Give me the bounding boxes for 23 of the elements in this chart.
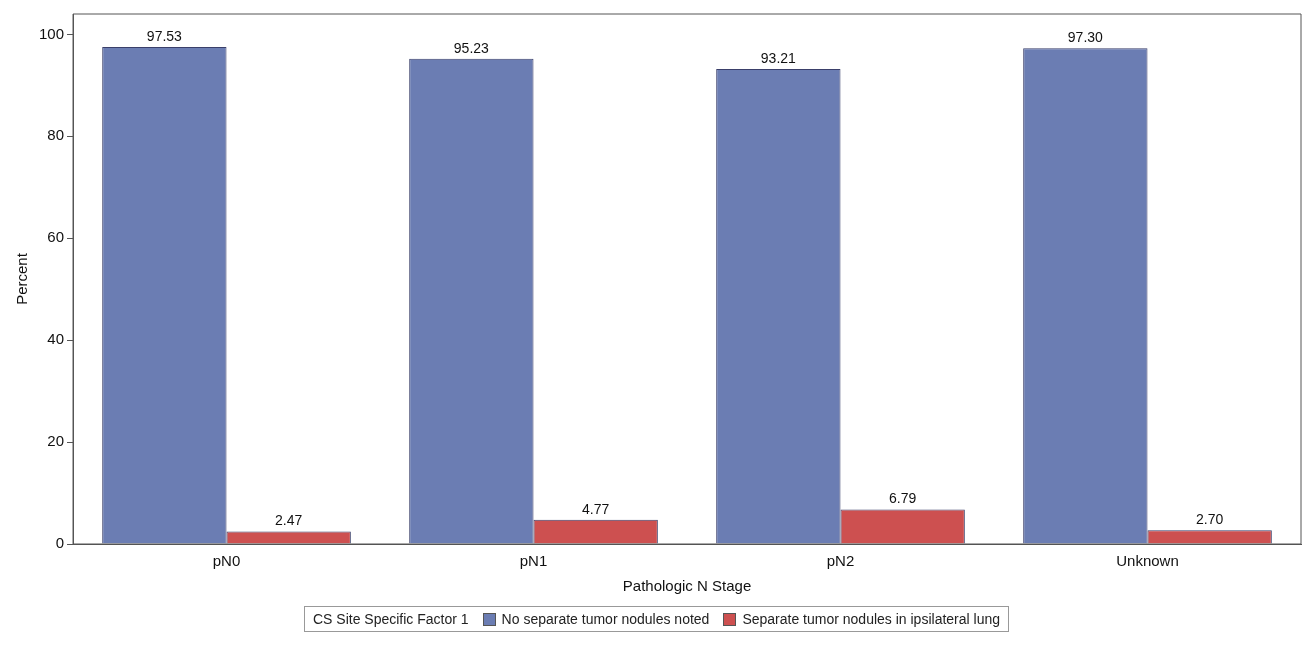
x-axis-title: Pathologic N Stage — [622, 577, 752, 595]
data-label: 93.21 — [760, 49, 797, 66]
y-tick-label: 100 — [39, 24, 65, 42]
y-tick-label: 60 — [47, 228, 65, 246]
data-label: 4.77 — [582, 500, 610, 517]
y-tick-label: 40 — [47, 330, 65, 348]
y-axis-title: Percent — [13, 252, 31, 305]
y-tick-label: 20 — [47, 432, 65, 450]
y-tick-label: 80 — [47, 126, 65, 144]
x-tick-label: pN2 — [826, 552, 855, 570]
x-tick-label: pN0 — [212, 552, 241, 570]
data-label: 2.70 — [1196, 511, 1224, 528]
data-label: 6.79 — [889, 490, 917, 507]
x-tick-label: Unknown — [1116, 552, 1179, 570]
data-label: 97.53 — [146, 27, 183, 44]
legend-label: No separate tumor nodules noted — [501, 611, 710, 627]
data-label: 97.30 — [1067, 29, 1104, 45]
y-tick-label: 0 — [55, 534, 65, 552]
x-tick-label: pN1 — [519, 552, 548, 570]
data-label: 95.23 — [453, 39, 490, 56]
legend-title: CS Site Specific Factor 1 — [312, 611, 469, 627]
data-label: 2.47 — [275, 512, 303, 529]
legend-label: Separate tumor nodules in ipsilateral lung — [742, 611, 1001, 627]
